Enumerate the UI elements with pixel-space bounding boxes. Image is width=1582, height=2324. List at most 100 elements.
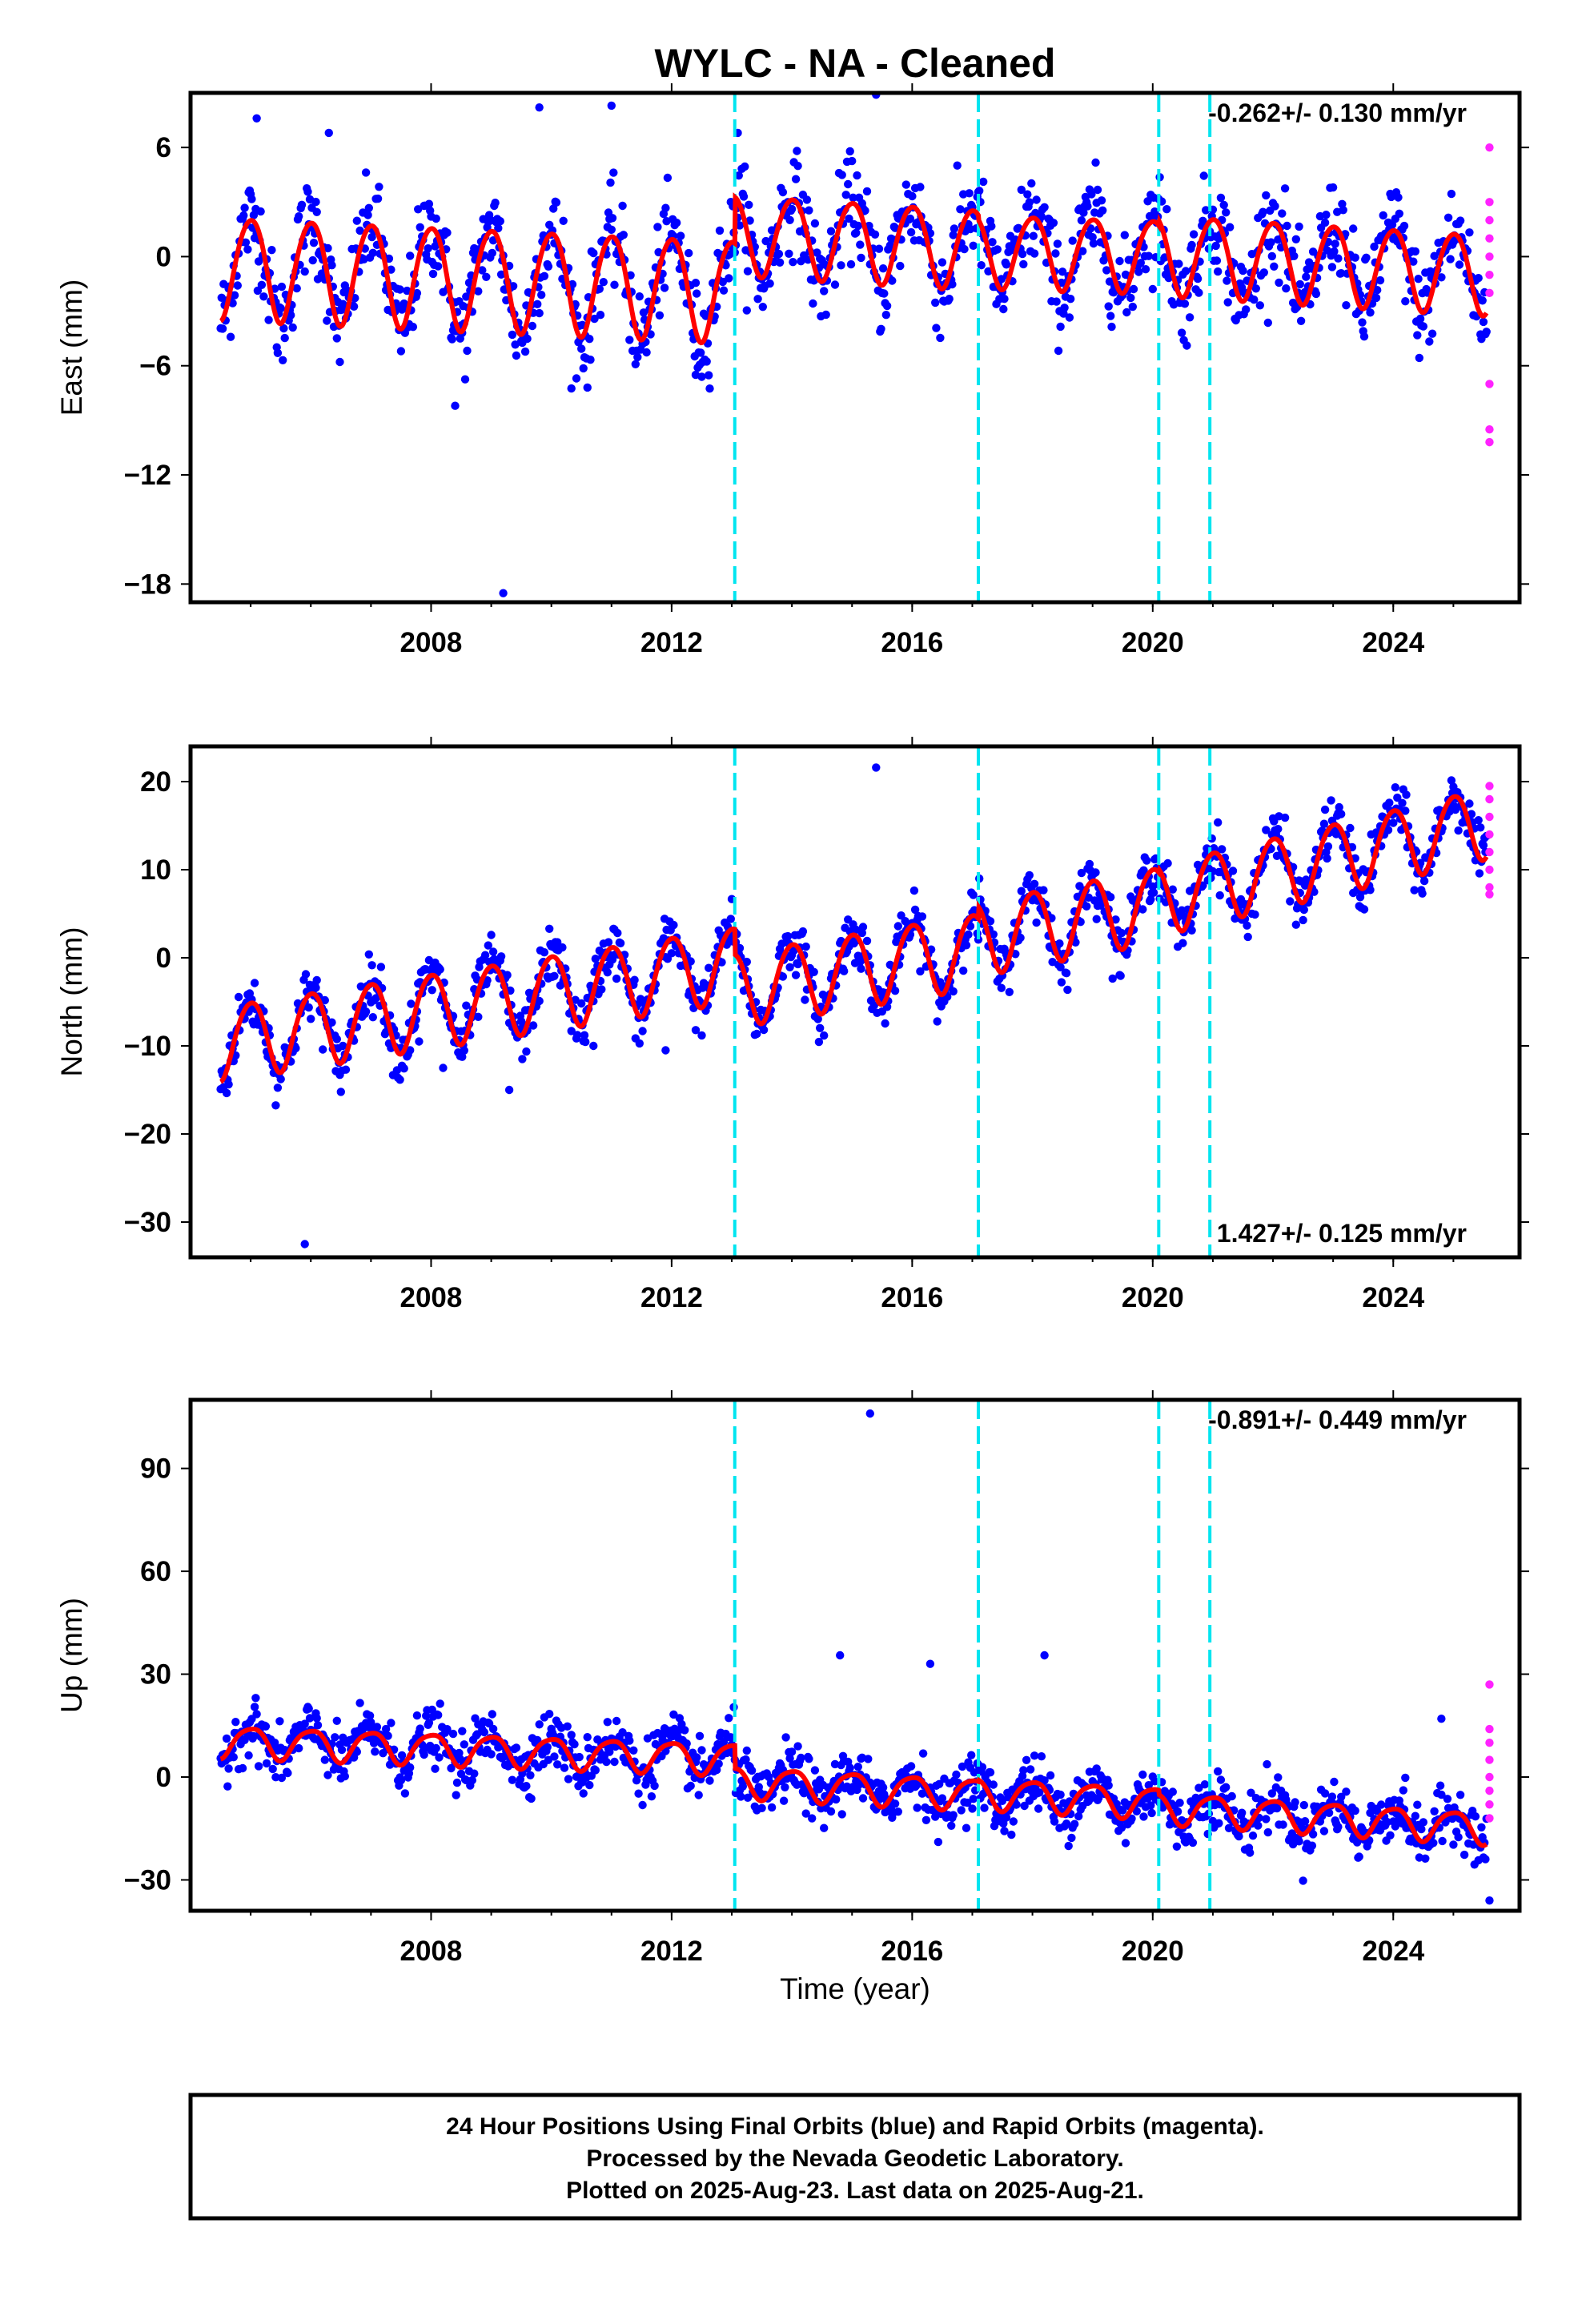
east-point [567, 384, 576, 393]
north-rapid-point [1485, 812, 1494, 822]
east-point [1053, 239, 1062, 248]
up-point [1030, 1751, 1039, 1760]
up-point [747, 1766, 757, 1775]
up-outlier-point [1485, 1896, 1494, 1905]
east-point [673, 219, 681, 227]
east-point [297, 200, 307, 209]
east-point [938, 258, 947, 267]
east-point [874, 244, 884, 253]
north-point [819, 1031, 829, 1040]
east-point [610, 280, 619, 289]
east-point [1211, 241, 1220, 251]
north-point [1291, 920, 1301, 929]
east-point [979, 177, 988, 187]
east-point [1223, 298, 1232, 307]
north-point [1228, 866, 1238, 875]
up-point [1067, 1833, 1076, 1843]
east-point [496, 217, 504, 226]
up-point [1342, 1787, 1351, 1796]
east-point [1060, 304, 1069, 312]
north-point [798, 927, 808, 936]
up-point [1248, 1831, 1258, 1840]
east-point [1262, 191, 1271, 200]
up-point [545, 1710, 554, 1719]
up-point [526, 1771, 535, 1779]
north-point [376, 963, 386, 971]
east-point [1134, 267, 1143, 276]
up-point [224, 1764, 233, 1773]
east-point [819, 287, 829, 296]
east-point [1447, 189, 1456, 199]
east-point [845, 147, 854, 156]
east-point [785, 249, 793, 258]
east-point [535, 308, 544, 318]
east-point [1037, 212, 1046, 221]
east-point [1056, 322, 1065, 332]
east-point [590, 314, 599, 324]
up-point [522, 1782, 531, 1791]
east-point [606, 178, 615, 187]
east-point [276, 304, 285, 313]
east-point [460, 375, 470, 384]
up-point [858, 1794, 868, 1803]
up-point [295, 1743, 303, 1753]
east-point [577, 344, 586, 353]
north-point [603, 968, 612, 977]
up-point [460, 1740, 468, 1749]
east-point [1255, 301, 1265, 310]
up-point [575, 1752, 584, 1762]
north-point [783, 931, 793, 941]
north-point [1385, 798, 1394, 807]
north-point [813, 1015, 822, 1023]
up-point [1377, 1800, 1386, 1809]
up-rapid-point [1485, 1772, 1494, 1782]
up-point [864, 1755, 873, 1763]
up-point [553, 1760, 562, 1769]
east-point [608, 214, 617, 223]
north-point [1299, 915, 1307, 925]
north-y-axis-label: North (mm) [55, 927, 88, 1076]
east-point [249, 211, 259, 219]
north-point [697, 1031, 706, 1040]
east-point [880, 289, 889, 298]
east-point [1334, 254, 1343, 263]
east-point [785, 215, 794, 224]
east-point [633, 352, 642, 362]
east-point [841, 191, 850, 199]
east-point [1002, 260, 1011, 269]
east-point [1212, 256, 1222, 265]
east-point [953, 161, 962, 170]
up-rapid-point [1485, 1755, 1494, 1764]
north-point [518, 1055, 527, 1063]
north-point [367, 961, 376, 970]
up-point [304, 1704, 313, 1713]
east-point [1443, 213, 1453, 222]
east-point [373, 194, 383, 203]
up-point [434, 1711, 443, 1719]
up-point [921, 1815, 931, 1824]
north-y-tick-label: 20 [140, 766, 171, 798]
east-point [852, 228, 861, 237]
up-point [1050, 1817, 1059, 1826]
up-point [1471, 1812, 1480, 1821]
east-point [355, 226, 364, 235]
east-y-tick-label: 6 [156, 132, 171, 163]
up-point [629, 1746, 638, 1755]
east-point [837, 171, 846, 179]
east-point [364, 203, 373, 212]
north-point [638, 1027, 647, 1035]
east-point [793, 162, 802, 171]
east-point [1195, 288, 1203, 297]
east-point [323, 316, 331, 325]
east-point [1052, 297, 1061, 306]
up-point [612, 1716, 621, 1726]
east-point [579, 364, 588, 373]
east-point [463, 346, 472, 356]
east-point [1327, 263, 1337, 271]
north-point [1474, 815, 1483, 825]
north-point [1178, 939, 1187, 947]
north-point [234, 992, 243, 1002]
east-rapid-point [1485, 437, 1494, 447]
north-point [635, 1039, 644, 1048]
east-point [1128, 302, 1138, 312]
